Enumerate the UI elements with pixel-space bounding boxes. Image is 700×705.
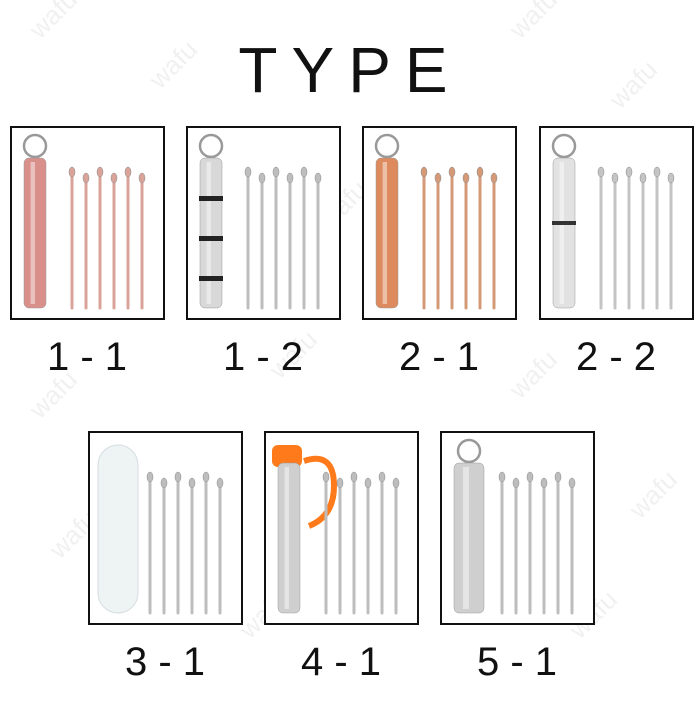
type-card	[186, 126, 341, 320]
tool-head	[138, 172, 146, 184]
tool-head	[420, 166, 428, 178]
tool-head	[540, 477, 548, 489]
watermark: wafu	[602, 54, 663, 115]
tool-head	[96, 166, 104, 178]
type-card	[539, 126, 694, 320]
watermark: wafu	[502, 344, 563, 405]
tool-head	[146, 471, 154, 483]
tube-shine	[30, 162, 35, 304]
tube-shine	[382, 162, 387, 304]
tube-band	[199, 276, 223, 281]
key-ring	[456, 438, 482, 464]
tube	[453, 462, 485, 614]
tool-head	[378, 471, 386, 483]
tool-head	[160, 477, 168, 489]
type-card	[362, 126, 517, 320]
tool-head	[286, 172, 294, 184]
tool-head	[639, 172, 647, 184]
tube	[375, 157, 399, 309]
key-ring	[198, 133, 224, 159]
tube-band	[199, 196, 223, 201]
type-label: 2 - 1	[399, 335, 479, 379]
carabiner	[303, 455, 338, 529]
watermark: wafu	[622, 464, 683, 525]
tool-head	[322, 471, 330, 483]
tube-shine	[559, 162, 564, 304]
tool-head	[216, 477, 224, 489]
type-card	[264, 431, 419, 625]
type-card	[88, 431, 243, 625]
tube-band	[552, 221, 576, 225]
tool-head	[124, 166, 132, 178]
tool-head	[625, 166, 633, 178]
tool-head	[272, 166, 280, 178]
type-label: 2 - 2	[576, 335, 656, 379]
tool-head	[68, 166, 76, 178]
tool-head	[554, 471, 562, 483]
tube-shine	[206, 162, 211, 304]
watermark: wafu	[22, 0, 83, 45]
type-card	[10, 126, 165, 320]
key-ring	[22, 133, 48, 159]
watermark: wafu	[502, 0, 563, 45]
tube	[277, 462, 301, 614]
tool-head	[498, 471, 506, 483]
tool-head	[490, 172, 498, 184]
tool-head	[258, 172, 266, 184]
tube-shine	[463, 467, 469, 609]
type-label: 5 - 1	[477, 640, 557, 684]
key-ring	[374, 133, 400, 159]
tool-head	[392, 477, 400, 489]
tool-head	[336, 477, 344, 489]
tool-head	[82, 172, 90, 184]
tube-band	[199, 236, 223, 241]
tool-head	[188, 477, 196, 489]
tool-head	[350, 471, 358, 483]
tube	[552, 157, 576, 309]
tube	[199, 157, 223, 309]
tool-head	[364, 477, 372, 489]
tool-head	[448, 166, 456, 178]
tool-head	[667, 172, 675, 184]
tool-head	[110, 172, 118, 184]
title: TYPE	[238, 34, 461, 106]
tool-head	[653, 166, 661, 178]
tool-head	[244, 166, 252, 178]
type-label: 1 - 2	[223, 335, 303, 379]
tool-head	[476, 166, 484, 178]
tube	[23, 157, 47, 309]
tool-head	[526, 471, 534, 483]
tool-head	[568, 477, 576, 489]
tool-head	[202, 471, 210, 483]
tool-head	[434, 172, 442, 184]
tube-shine	[284, 467, 289, 609]
tool-head	[462, 172, 470, 184]
tool-head	[300, 166, 308, 178]
tool-head	[174, 471, 182, 483]
type-label: 3 - 1	[125, 640, 205, 684]
type-card	[440, 431, 595, 625]
clear-case	[97, 444, 139, 614]
tool-head	[314, 172, 322, 184]
type-label: 4 - 1	[301, 640, 381, 684]
key-ring	[551, 133, 577, 159]
tool-head	[611, 172, 619, 184]
watermark: wafu	[142, 34, 203, 95]
type-label: 1 - 1	[47, 335, 127, 379]
tool-head	[597, 166, 605, 178]
tool-head	[512, 477, 520, 489]
clip	[272, 445, 302, 467]
